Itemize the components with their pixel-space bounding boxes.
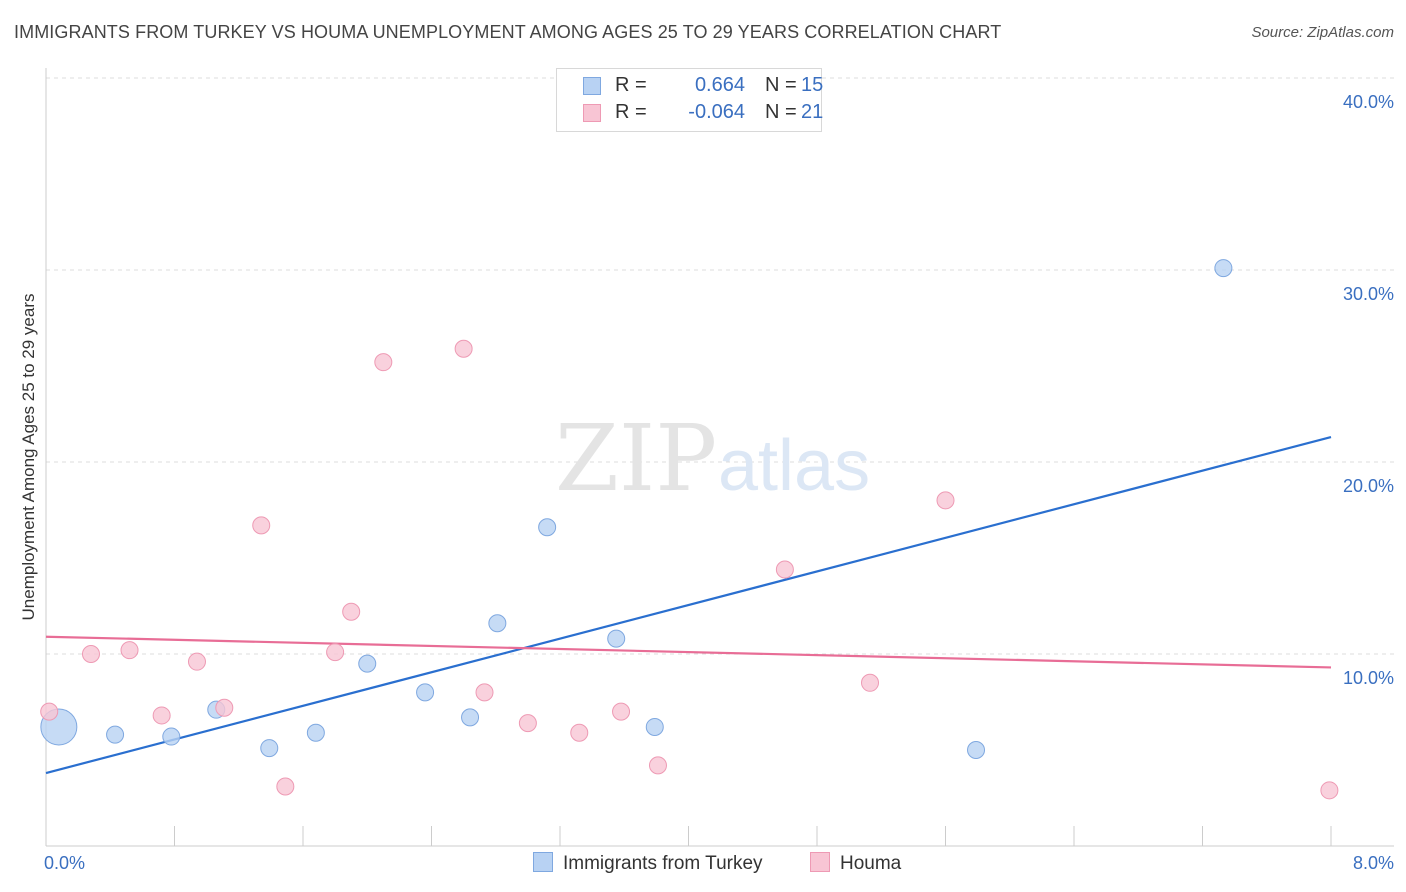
turkey-point xyxy=(461,708,480,727)
houma-point xyxy=(648,756,667,775)
houma-point xyxy=(120,641,139,660)
source-label: Source: ZipAtlas.com xyxy=(1251,24,1394,41)
houma-point xyxy=(152,706,171,725)
houma-point xyxy=(518,714,537,733)
y-tick-label: 10.0% xyxy=(1343,668,1394,688)
legend-swatch-blue xyxy=(583,77,601,95)
houma-point xyxy=(215,698,234,717)
watermark-zip: ZIP xyxy=(555,405,717,512)
points-layer xyxy=(40,259,1339,800)
houma-point xyxy=(326,643,345,662)
x-tick-label-max: 8.0% xyxy=(1353,853,1394,873)
legend-n-label: N = xyxy=(765,74,797,96)
chart-title: IMMIGRANTS FROM TURKEY VS HOUMA UNEMPLOY… xyxy=(14,22,1002,42)
turkey-point xyxy=(488,614,507,633)
legend-swatch-pink xyxy=(810,852,830,872)
y-tick-label: 40.0% xyxy=(1343,92,1394,112)
houma-point xyxy=(936,491,955,510)
houma-point xyxy=(612,702,631,721)
turkey-trend-line xyxy=(45,435,1332,775)
houma-point xyxy=(861,673,880,692)
turkey-point xyxy=(645,717,664,736)
legend-r-value: -0.064 xyxy=(688,101,745,123)
legend-n-value: 21 xyxy=(801,101,824,123)
legend-n-label: N = xyxy=(765,101,797,123)
houma-point xyxy=(40,702,59,721)
legend-label-houma: Houma xyxy=(840,853,902,874)
watermark-atlas: atlas xyxy=(718,426,870,506)
legend-swatch-blue xyxy=(533,852,553,872)
y-tick-label: 30.0% xyxy=(1343,284,1394,304)
turkey-point xyxy=(106,725,125,744)
houma-trend-line xyxy=(45,635,1332,669)
turkey-point xyxy=(358,654,377,673)
trend-layer xyxy=(45,435,1332,775)
turkey-point xyxy=(162,727,181,746)
houma-point xyxy=(276,777,295,796)
y-tick-label: 20.0% xyxy=(1343,476,1394,496)
legend-item-turkey[interactable]: Immigrants from Turkey xyxy=(533,852,763,875)
correlation-legend: R = 0.664 N = 15 R = -0.064 N = 21 xyxy=(556,68,824,132)
turkey-point xyxy=(967,741,986,759)
turkey-point xyxy=(306,723,325,742)
houma-point xyxy=(475,683,494,702)
legend-r-value: 0.664 xyxy=(694,74,745,96)
turkey-point xyxy=(416,683,435,702)
legend-n-value: 15 xyxy=(801,74,824,96)
legend-item-houma[interactable]: Houma xyxy=(810,852,901,875)
labels-layer: 10.0% 20.0% 30.0% 40.0% 0.0% 8.0% Unemployment… xyxy=(19,92,1394,873)
houma-point xyxy=(775,560,794,579)
houma-point xyxy=(81,645,100,663)
houma-point xyxy=(252,516,271,535)
turkey-point xyxy=(538,518,557,537)
watermark: ZIP atlas xyxy=(555,405,870,512)
houma-point xyxy=(1320,781,1339,800)
x-tick-label-min: 0.0% xyxy=(44,853,85,873)
grid-layer xyxy=(46,77,1394,655)
houma-point xyxy=(187,652,206,671)
houma-point xyxy=(342,602,361,621)
legend-r-label: R = xyxy=(615,74,647,96)
houma-point xyxy=(454,339,473,358)
y-axis-label: Unemployment Among Ages 25 to 29 years xyxy=(19,294,38,621)
turkey-point xyxy=(260,739,279,758)
turkey-point xyxy=(607,629,626,648)
legend-r-label: R = xyxy=(615,101,647,123)
houma-point xyxy=(374,353,393,372)
legend-label-turkey: Immigrants from Turkey xyxy=(563,853,763,874)
legend-swatch-pink xyxy=(583,104,601,122)
houma-point xyxy=(570,723,589,742)
turkey-point xyxy=(1214,259,1233,278)
